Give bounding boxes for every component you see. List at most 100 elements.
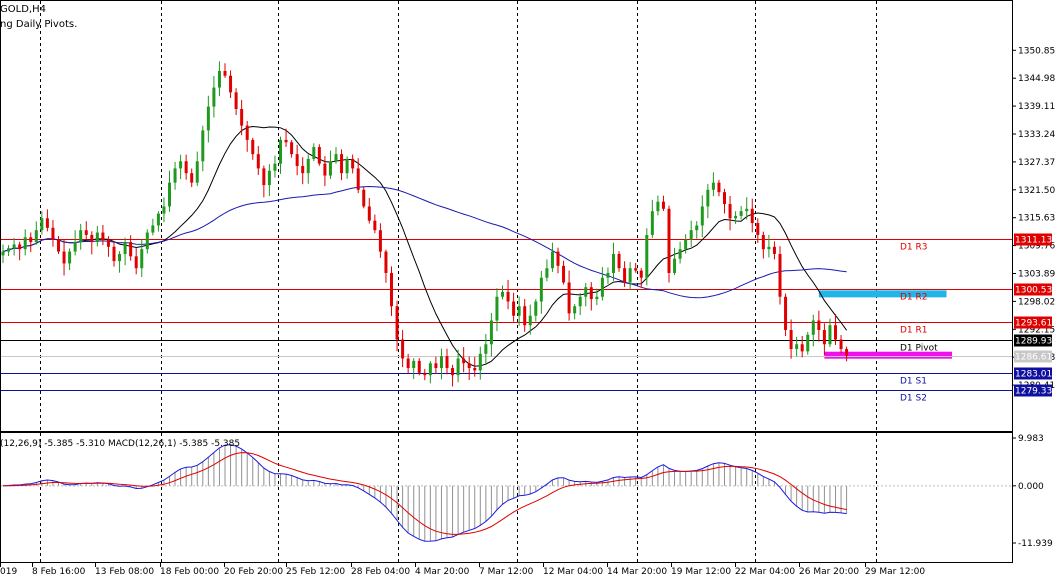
- pivot-name: D1 R3: [900, 243, 928, 253]
- candle-body: [340, 154, 344, 174]
- candle-body: [423, 372, 427, 376]
- candle-body: [40, 218, 44, 231]
- candle-body: [811, 320, 815, 335]
- macd-tick-label: -11.939: [1018, 539, 1053, 549]
- macd-label: (12,26,9) -5.385 -5.310 MACD(12,26,1) -5…: [0, 439, 240, 449]
- candle-body: [717, 182, 721, 193]
- candle-body: [356, 168, 360, 190]
- candle-body: [728, 204, 732, 219]
- candle-body: [23, 237, 27, 250]
- candle-body: [750, 208, 754, 224]
- candle-body: [118, 253, 122, 262]
- candle-body: [34, 230, 38, 243]
- candle-body: [317, 147, 321, 164]
- candle-body: [245, 125, 249, 140]
- candle-body: [606, 272, 610, 278]
- candle-body: [761, 234, 765, 250]
- candle-body: [822, 330, 826, 345]
- bid-price: 1286.61: [1015, 353, 1052, 363]
- candle-body: [267, 170, 271, 186]
- pivot-price: 1279.33: [1015, 387, 1052, 397]
- price-tick-label: 1339.11: [1018, 102, 1055, 112]
- macd-tick-label: 0.000: [1018, 482, 1044, 492]
- macd-main-line: [2, 444, 847, 542]
- pivot-price: 1311.13: [1015, 236, 1052, 246]
- main-frame: [0, 0, 1013, 432]
- candle-body: [184, 161, 188, 174]
- candle-body: [634, 268, 638, 271]
- candle-body: [445, 356, 449, 369]
- candle-body: [845, 349, 849, 356]
- candle-body: [262, 168, 266, 186]
- candle-body: [323, 163, 327, 176]
- candle-body: [711, 182, 715, 190]
- macd-tick-label: 9.983: [1018, 434, 1044, 444]
- candle-body: [462, 358, 466, 364]
- symbol-title: GOLD,H4: [0, 4, 46, 15]
- time-tick-label: 19 Mar 12:00: [671, 567, 731, 577]
- candle-body: [501, 291, 504, 297]
- pivot-price-box: [1014, 384, 1052, 397]
- candle-body: [373, 220, 377, 231]
- indicator-label: ng Daily Pivots.: [0, 19, 78, 30]
- candle-body: [129, 242, 133, 257]
- price-tick-label: 1350.85: [1018, 46, 1055, 56]
- candle-body: [473, 368, 477, 371]
- candles: [1, 61, 849, 387]
- candle-body: [395, 306, 399, 340]
- candle-body: [417, 360, 421, 373]
- candle-body: [700, 206, 704, 226]
- candle-body: [62, 251, 66, 264]
- candle-body: [523, 306, 527, 326]
- candle-body: [51, 227, 55, 240]
- candle-body: [240, 108, 244, 126]
- candle-body: [661, 201, 665, 209]
- candle-body: [390, 272, 393, 307]
- time-tick-label: 22 Mar 04:00: [735, 567, 795, 577]
- candle-body: [328, 161, 332, 176]
- candle-body: [756, 223, 760, 235]
- pivot-name: D1 R1: [900, 326, 928, 336]
- candle-body: [806, 334, 810, 352]
- candle-body: [190, 173, 194, 183]
- price-tick-label: 1333.24: [1018, 130, 1055, 140]
- candle-body: [351, 158, 355, 169]
- candle-body: [817, 320, 821, 331]
- candle-body: [7, 248, 11, 252]
- time-tick-label: 12 Mar 04:00: [543, 567, 603, 577]
- candle-body: [484, 344, 488, 354]
- candle-body: [772, 246, 776, 254]
- pivot-price: 1300.53: [1015, 286, 1052, 296]
- candle-body: [612, 253, 615, 273]
- candle-body: [168, 182, 171, 207]
- candle-body: [151, 225, 155, 233]
- price-tick-label: 1321.50: [1018, 186, 1055, 196]
- moving-averages: [2, 125, 848, 367]
- price-tick-label: 1327.37: [1018, 158, 1055, 168]
- candle-body: [489, 320, 493, 345]
- pivot-price-box: [1014, 334, 1052, 347]
- candle-body: [195, 161, 199, 183]
- candle-body: [578, 296, 582, 307]
- time-tick-label: 8 Feb 16:00: [32, 567, 86, 577]
- labels: D1 R3 1311.13 D1 R2 1300.53 D1 R1 1293.61 D1 P…: [0, 233, 1052, 449]
- candle-body: [584, 287, 588, 297]
- candle-body: [684, 239, 688, 250]
- candle-body: [645, 234, 649, 278]
- candle-body: [12, 244, 16, 249]
- candle-body: [834, 325, 837, 340]
- candle-body: [301, 166, 305, 174]
- candle-body: [173, 168, 177, 183]
- macd-panel: [1, 444, 1012, 542]
- pivot-price-box: [1014, 367, 1052, 380]
- time-tick-label: 019: [0, 567, 17, 577]
- candle-body: [162, 206, 166, 214]
- candle-body: [201, 130, 205, 162]
- candle-body: [639, 270, 643, 278]
- candle-body: [90, 234, 94, 243]
- candle-body: [539, 277, 543, 302]
- candle-body: [284, 139, 288, 143]
- candle-body: [800, 344, 804, 352]
